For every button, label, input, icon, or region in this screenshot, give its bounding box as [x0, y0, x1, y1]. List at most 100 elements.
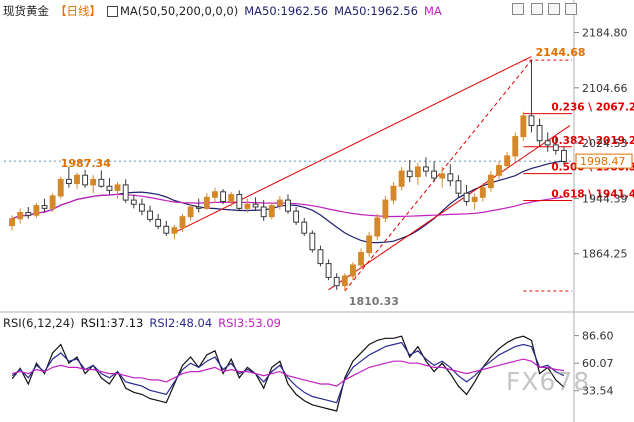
- candle-body: [414, 166, 421, 178]
- minus-icon[interactable]: [531, 3, 543, 15]
- candle-body: [536, 125, 543, 142]
- candle-body: [220, 191, 227, 202]
- candle-body: [179, 216, 186, 229]
- candle-body: [455, 180, 462, 194]
- rsi-tick-label: 33.54: [582, 385, 614, 398]
- chart-header: 现货黄金 【日线】 MA(50,50,200,0,0,0) MA50:1962.…: [0, 2, 448, 20]
- candle-body: [65, 178, 72, 185]
- candle-body: [260, 206, 267, 218]
- price-tick-label: 2024.53: [582, 137, 628, 150]
- candle-body: [504, 155, 511, 167]
- candle-body: [341, 275, 348, 287]
- rsi-tick-label: 86.60: [582, 330, 614, 343]
- candle-body: [349, 264, 356, 277]
- price-tick-label: 2184.80: [582, 26, 628, 39]
- current-price-tag: [575, 153, 633, 169]
- close-icon[interactable]: [565, 3, 577, 15]
- candle-body: [114, 184, 121, 191]
- candle-body: [122, 184, 129, 201]
- candle-body: [439, 173, 446, 179]
- candle-body: [317, 249, 324, 265]
- candle-body: [544, 140, 551, 146]
- candle-body: [268, 205, 275, 218]
- candle-body: [528, 115, 535, 127]
- rsi2-label: RSI2:48.04: [149, 316, 213, 330]
- candle-body: [366, 235, 373, 254]
- rsi-line-rsi3: [11, 358, 564, 387]
- add-icon[interactable]: [512, 3, 524, 15]
- candle-body: [520, 115, 527, 138]
- candle-body: [382, 199, 389, 219]
- candle-body: [236, 194, 243, 209]
- candle-body: [17, 212, 24, 220]
- candle-body: [33, 205, 40, 216]
- chart-icon[interactable]: [107, 5, 118, 17]
- candle-body: [171, 227, 178, 234]
- candle-body: [552, 144, 559, 151]
- candle-body: [155, 218, 162, 227]
- candle-body: [447, 173, 454, 182]
- fib-level-label: 0.236 \ 2067.29: [551, 102, 634, 114]
- candle-body: [301, 221, 308, 234]
- rsi-header: RSI(6,12,24) RSI1:37.13 RSI2:48.04 RSI3:…: [3, 316, 287, 330]
- candle-body: [463, 192, 470, 202]
- candle-body: [130, 199, 137, 205]
- candle-body: [423, 166, 429, 172]
- candle-body: [496, 165, 502, 176]
- candle-body: [57, 178, 64, 197]
- candle-body: [9, 218, 15, 227]
- candle-body: [285, 199, 291, 212]
- watermark: FX678: [506, 367, 591, 396]
- current-price-label: 1998.47: [580, 155, 626, 168]
- candle-body: [163, 225, 170, 234]
- instrument-label: 现货黄金: [3, 4, 49, 18]
- candle-body: [187, 206, 194, 218]
- candle-body: [41, 205, 48, 209]
- candle-body: [244, 203, 251, 209]
- ma50-a-label: MA50:1962.56: [244, 4, 329, 18]
- candle-body: [74, 174, 80, 185]
- candle-body: [487, 174, 494, 189]
- candle-body: [561, 149, 567, 162]
- low-price-label: 1810.33: [349, 295, 399, 308]
- rsi1-label: RSI1:37.13: [80, 316, 144, 330]
- candle-body: [471, 196, 478, 202]
- candle-body: [512, 136, 519, 157]
- settings-icon[interactable]: [548, 3, 560, 15]
- candle-body: [358, 252, 364, 266]
- candle-body: [98, 178, 105, 187]
- high-price-label: 2144.68: [535, 46, 585, 59]
- candle-body: [212, 191, 218, 198]
- candle-body: [431, 170, 438, 179]
- rsi-tick-label: 60.07: [582, 357, 614, 370]
- channel-upper-line: [174, 56, 532, 233]
- ma-extra-label: MA: [423, 4, 442, 18]
- candle-body: [293, 210, 300, 223]
- candle-body: [195, 206, 202, 209]
- price-tick-label: 1944.39: [582, 192, 628, 205]
- candle-body: [398, 170, 405, 187]
- fib-level-label: 0.618 \ 1941.48: [551, 188, 634, 200]
- period-label[interactable]: 【日线】: [55, 4, 101, 18]
- candles: [9, 60, 567, 292]
- fib-level-label: 0.382 \ 2019.20: [551, 135, 634, 147]
- rsi-line-rsi1: [11, 335, 565, 412]
- candle-body: [82, 174, 89, 186]
- candle-body: [479, 187, 486, 198]
- rsi-params-label: RSI(6,12,24): [3, 316, 75, 330]
- candle-body: [252, 203, 259, 208]
- candle-body: [374, 217, 381, 237]
- candle-body: [49, 195, 56, 209]
- channel-mid-line: [344, 59, 532, 292]
- candle-body: [390, 185, 397, 201]
- candle-body: [333, 276, 340, 287]
- candle-body: [25, 212, 32, 216]
- price-tick-label: 2104.66: [582, 82, 628, 95]
- trend-channel: 2144.68 1810.33 1987.34: [61, 46, 586, 308]
- candle-body: [90, 178, 97, 186]
- price-axis: 2184.80 2104.66 2024.53 1944.39 1864.25 1998.…: [574, 26, 633, 261]
- candle-body: [276, 199, 283, 207]
- candle-body: [138, 203, 145, 212]
- candle-body: [106, 185, 113, 191]
